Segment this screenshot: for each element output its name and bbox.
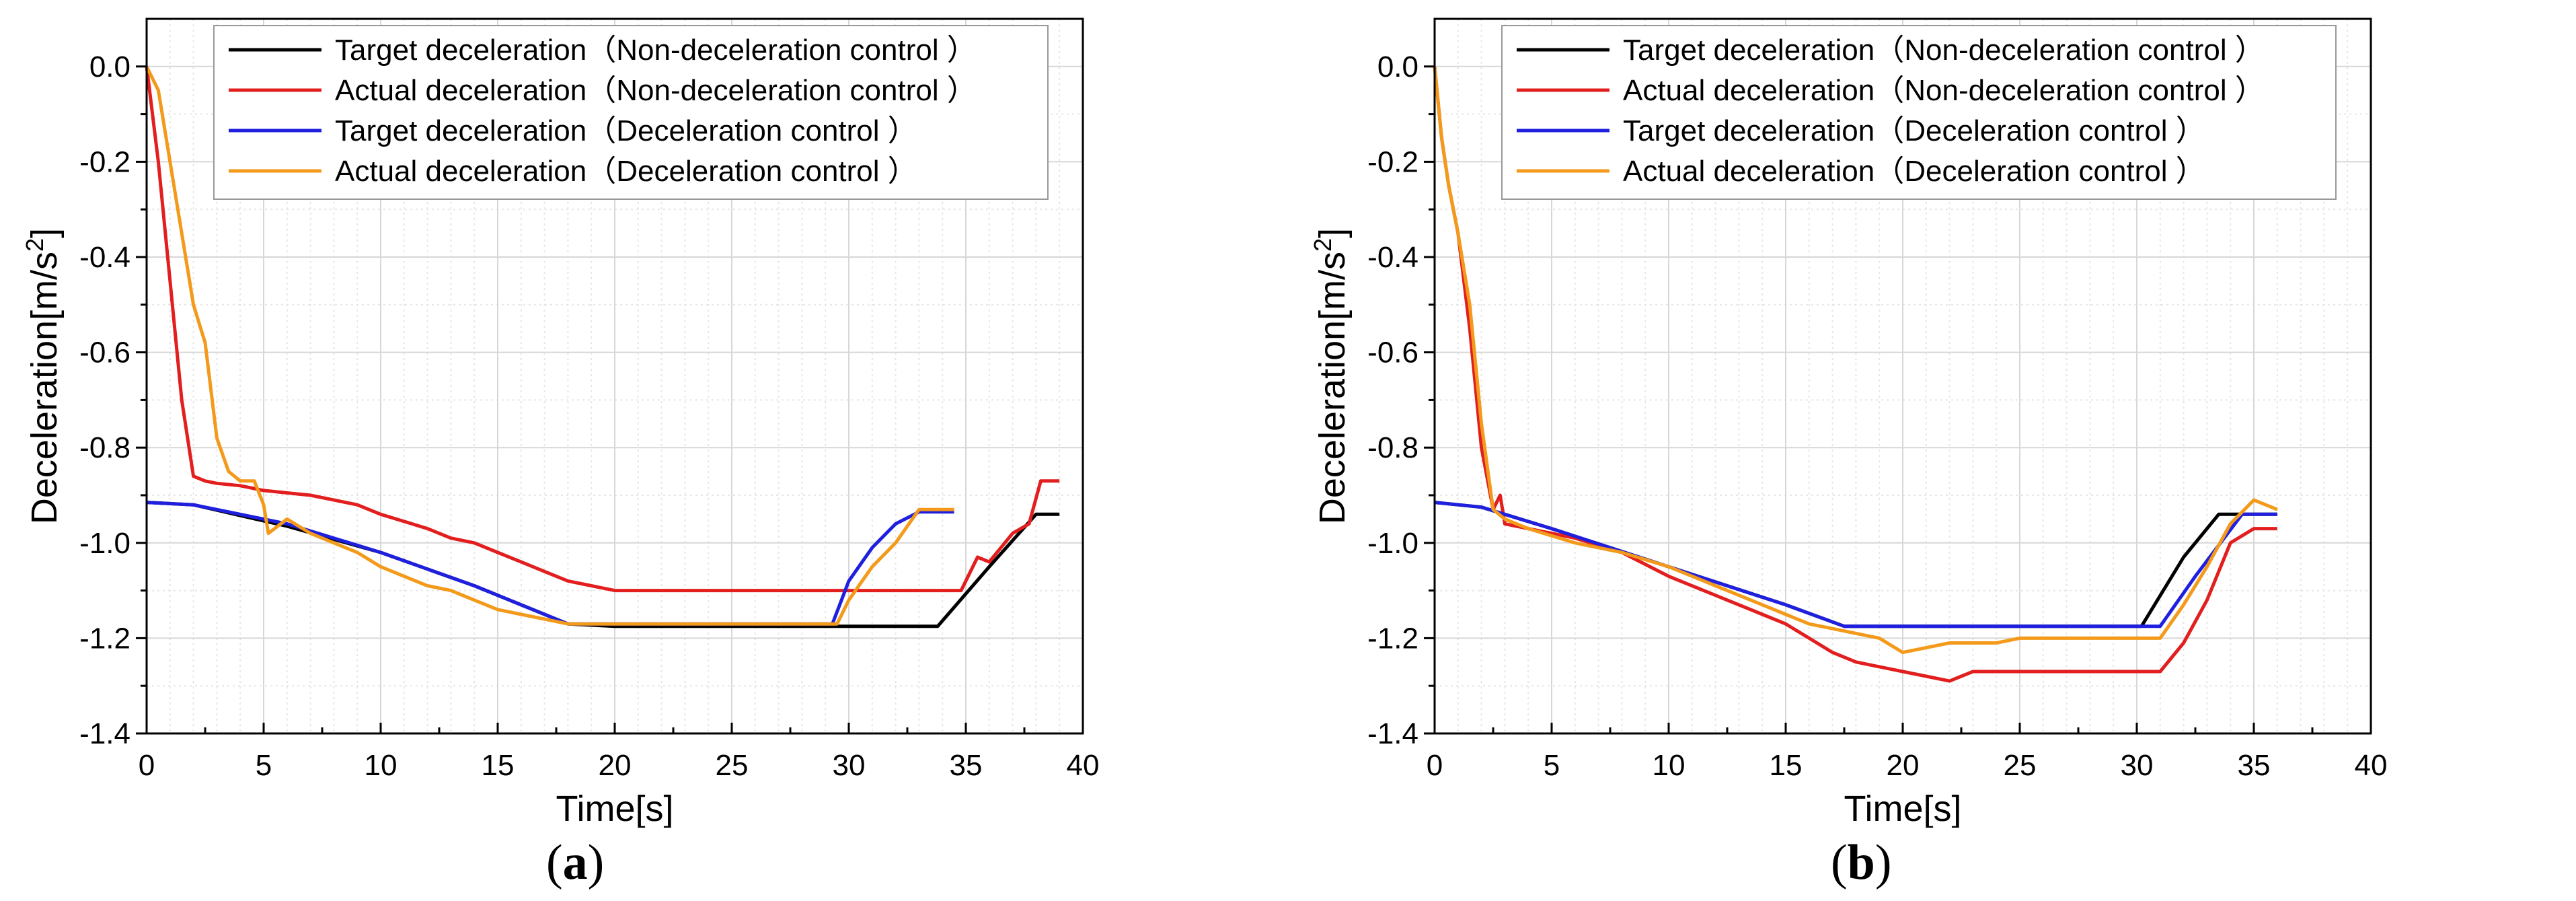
legend-label-0: Target deceleration（Non-deceleration con…: [335, 34, 977, 67]
caption-a-letter: a: [562, 835, 588, 890]
legend-label-3: Actual deceleration（Deceleration control…: [1623, 155, 2205, 188]
y-tick-label: -0.8: [1367, 431, 1418, 464]
y-tick-label: -1.4: [79, 717, 130, 750]
y-axis-label-sup: 2: [21, 238, 48, 252]
caption-b: (b): [1831, 834, 1891, 892]
legend-label-1: Actual deceleration（Non-deceleration con…: [1623, 74, 2265, 107]
x-tick-label: 10: [1653, 749, 1685, 782]
x-tick-label: 35: [2238, 749, 2271, 782]
x-tick-label: 40: [2355, 749, 2388, 782]
legend-label-1: Actual deceleration（Non-deceleration con…: [335, 74, 977, 107]
caption-b-close: ): [1874, 835, 1892, 890]
x-tick-label: 15: [1770, 749, 1803, 782]
x-tick-label: 30: [833, 749, 866, 782]
y-tick-label: -0.4: [1367, 241, 1418, 274]
x-tick-label: 5: [256, 749, 272, 782]
series-line-1: [1433, 66, 2277, 683]
x-axis-label: Time[s]: [1844, 789, 1962, 828]
y-tick-label: -0.2: [1367, 145, 1418, 178]
series-line-3: [1433, 66, 2278, 655]
x-tick-label: 35: [950, 749, 983, 782]
y-tick-label: -1.2: [79, 622, 130, 655]
y-axis-label-sup: 2: [1309, 238, 1336, 252]
x-tick-label: 0: [1427, 749, 1443, 782]
series-group: [1433, 66, 2278, 683]
caption-a-close: ): [587, 835, 605, 890]
y-tick-label: -0.6: [1367, 336, 1418, 369]
y-tick-label: -0.2: [79, 145, 130, 178]
series-group: [145, 65, 1060, 628]
x-tick-label: 10: [365, 749, 397, 782]
y-axis-label-main: Deceleration[m/s: [24, 252, 65, 524]
legend-label-0: Target deceleration（Non-deceleration con…: [1623, 34, 2265, 67]
y-axis-label: Deceleration[m/s2]: [1309, 228, 1353, 524]
legend-box: [213, 25, 1049, 200]
y-tick-label: -0.6: [79, 336, 130, 369]
y-tick-label: -1.0: [1367, 527, 1418, 560]
caption-b-letter: b: [1847, 835, 1875, 890]
legend-label-3: Actual deceleration（Deceleration control…: [335, 155, 917, 188]
y-tick-label: -1.4: [1367, 717, 1418, 750]
y-tick-label: 0.0: [1377, 50, 1418, 83]
x-tick-label: 40: [1067, 749, 1100, 782]
x-tick-label: 25: [716, 749, 749, 782]
y-axis-label-main: Deceleration[m/s: [1312, 252, 1353, 524]
x-tick-label: 20: [1887, 749, 1920, 782]
y-tick-label: -1.0: [79, 527, 130, 560]
legend-box: [1501, 25, 2337, 200]
x-tick-label: 25: [2004, 749, 2037, 782]
caption-a-open: (: [546, 835, 563, 890]
y-axis-label-close: ]: [1312, 228, 1353, 238]
chart-b: 0 5 10 15 20 25 30 35 40 0.0 -0.2 -0.4 -0.6 -0.8 -1.0 -…: [1309, 17, 2388, 828]
legend: Target deceleration（Non-deceleration con…: [1501, 25, 2337, 200]
chart-a: 0 5 10 15 20 25 30 35 40 0.0 -0.2 -0.4 -0.6 -0.8 -1.0 -…: [21, 17, 1100, 828]
y-tick-label: -1.2: [1367, 622, 1418, 655]
x-tick-label: 30: [2121, 749, 2154, 782]
y-tick-label: 0.0: [89, 50, 130, 83]
x-axis: 0 5 10 15 20 25 30 35 40: [139, 723, 1100, 782]
y-axis: 0.0 -0.2 -0.4 -0.6 -0.8 -1.0 -1.2 -1.4: [79, 50, 147, 750]
caption-a: (a): [546, 834, 604, 892]
series-line-1: [145, 66, 1060, 593]
legend-label-2: Target deceleration（Deceleration control…: [335, 114, 917, 147]
y-tick-label: -0.4: [79, 241, 130, 274]
series-line-0: [146, 501, 1060, 628]
y-tick-label: -0.8: [79, 431, 130, 464]
series-line-2: [1434, 501, 2277, 628]
y-axis: 0.0 -0.2 -0.4 -0.6 -0.8 -1.0 -1.2 -1.4: [1367, 50, 1435, 750]
x-tick-label: 0: [139, 749, 155, 782]
x-tick-label: 20: [599, 749, 632, 782]
caption-b-open: (: [1831, 835, 1848, 890]
legend-label-2: Target deceleration（Deceleration control…: [1623, 114, 2205, 147]
legend: Target deceleration（Non-deceleration con…: [213, 25, 1049, 200]
x-tick-label: 5: [1544, 749, 1560, 782]
x-axis: 0 5 10 15 20 25 30 35 40: [1427, 723, 2388, 782]
y-axis-label: Deceleration[m/s2]: [21, 228, 65, 524]
y-axis-label-close: ]: [24, 228, 65, 238]
x-axis-label: Time[s]: [556, 789, 674, 828]
x-tick-label: 15: [482, 749, 515, 782]
series-line-3: [145, 65, 954, 626]
